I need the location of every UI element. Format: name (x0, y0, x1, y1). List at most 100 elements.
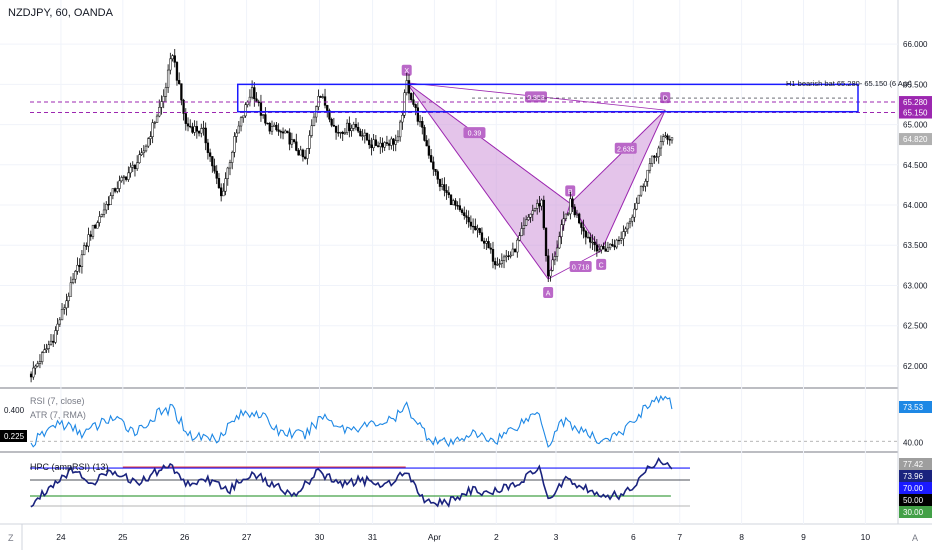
candle-body (118, 180, 121, 189)
candle-body (569, 198, 572, 215)
candle-body (341, 131, 344, 135)
candle-body (191, 126, 194, 133)
rsi-value-label: 73.53 (903, 403, 924, 412)
resistance-zone-box (236, 83, 859, 113)
candle-body (264, 114, 267, 124)
candle-body (175, 62, 179, 81)
candle-body (43, 349, 46, 353)
candle-body (36, 363, 39, 367)
price-badge-label: 65.280 (903, 98, 928, 107)
pattern-annotation: H1 bearish bat 65.280- 65.150 (6 Apr) (786, 79, 912, 88)
candle-body (547, 255, 550, 277)
candle-body (498, 263, 501, 265)
candle-body (399, 121, 402, 138)
pattern-ratio: 2.635 (614, 142, 637, 154)
candle-body (421, 121, 424, 128)
candle-body (600, 246, 603, 251)
candle-body (78, 264, 81, 267)
candle-body (522, 225, 526, 229)
candle-body (401, 114, 404, 123)
candle-body (617, 239, 621, 242)
candle-body (637, 194, 641, 204)
candle-body (410, 93, 413, 101)
candle-body (89, 234, 92, 237)
candle-body (586, 236, 590, 239)
candle-body (279, 131, 282, 133)
time-tick-label: 2 (494, 532, 499, 542)
candle-body (164, 87, 168, 97)
candle-body (655, 156, 658, 158)
pattern-point-c: C (596, 258, 607, 270)
candle-body (394, 140, 397, 145)
pattern-ratio-badge (463, 127, 486, 139)
pattern-point-label: X (404, 68, 409, 75)
candle-body (158, 107, 161, 117)
pattern-ratio-badge (569, 260, 592, 272)
candle-body (284, 130, 287, 134)
hpc-level-badge (899, 494, 932, 506)
pattern-point-badge (401, 64, 412, 76)
candle-body (222, 190, 225, 197)
candle-body (275, 124, 278, 131)
candle-body (180, 83, 183, 101)
candle-body (339, 131, 342, 134)
candle-body (124, 176, 128, 180)
candle-body (153, 122, 157, 124)
candle-body (542, 199, 545, 229)
candle-body (527, 216, 530, 221)
candle-body (449, 194, 453, 206)
candle-body (659, 141, 663, 149)
candle-body (485, 241, 488, 244)
candle-body (580, 222, 583, 228)
candle-body (100, 214, 103, 217)
candle-body (45, 348, 48, 351)
candle-body (32, 367, 35, 378)
pattern-ratio: 0.853 (524, 91, 547, 103)
candle-body (250, 87, 254, 98)
candle-body (319, 96, 322, 98)
candle-body (460, 209, 464, 213)
candle-body (392, 138, 395, 145)
candle-body (361, 135, 364, 137)
candle-body (507, 255, 510, 257)
candle-body (160, 101, 163, 108)
zoom-button[interactable]: Z (8, 533, 14, 543)
candle-body (354, 124, 358, 128)
candle-body (208, 152, 212, 157)
pattern-point-a: A (543, 287, 554, 299)
candle-body (242, 115, 245, 119)
candle-body (147, 138, 150, 147)
candle-body (215, 170, 218, 179)
candle-body (463, 212, 466, 216)
candle-body (111, 188, 115, 196)
candle-body (454, 200, 457, 206)
candle-body (233, 136, 236, 153)
hpc-line (30, 456, 673, 508)
price-tick-label: 64.500 (903, 161, 928, 170)
price-tick-label: 62.500 (903, 322, 928, 331)
price-tick-label: 65.500 (903, 80, 928, 89)
pattern-point-badge (543, 287, 554, 299)
candle-body (337, 132, 340, 134)
candle-body (182, 99, 185, 114)
hpc-pane (30, 456, 690, 508)
hpc-level-badge (899, 506, 932, 518)
candle-body (330, 118, 333, 126)
candle-body (418, 121, 422, 123)
candle-body (509, 254, 512, 257)
candle-body (662, 136, 665, 142)
candle-body (334, 125, 338, 133)
candle-body (352, 124, 355, 129)
hpc-level-badge (899, 458, 932, 470)
candle-body (350, 128, 353, 132)
candle-body (628, 220, 632, 224)
candle-body (396, 136, 400, 141)
pattern-point-label: A (546, 291, 551, 298)
candle-body (584, 230, 587, 238)
auto-scale-button[interactable]: A (912, 533, 918, 543)
candle-body (202, 127, 205, 130)
candle-body (277, 129, 280, 132)
candle-body (635, 202, 638, 210)
candle-body (438, 179, 442, 187)
